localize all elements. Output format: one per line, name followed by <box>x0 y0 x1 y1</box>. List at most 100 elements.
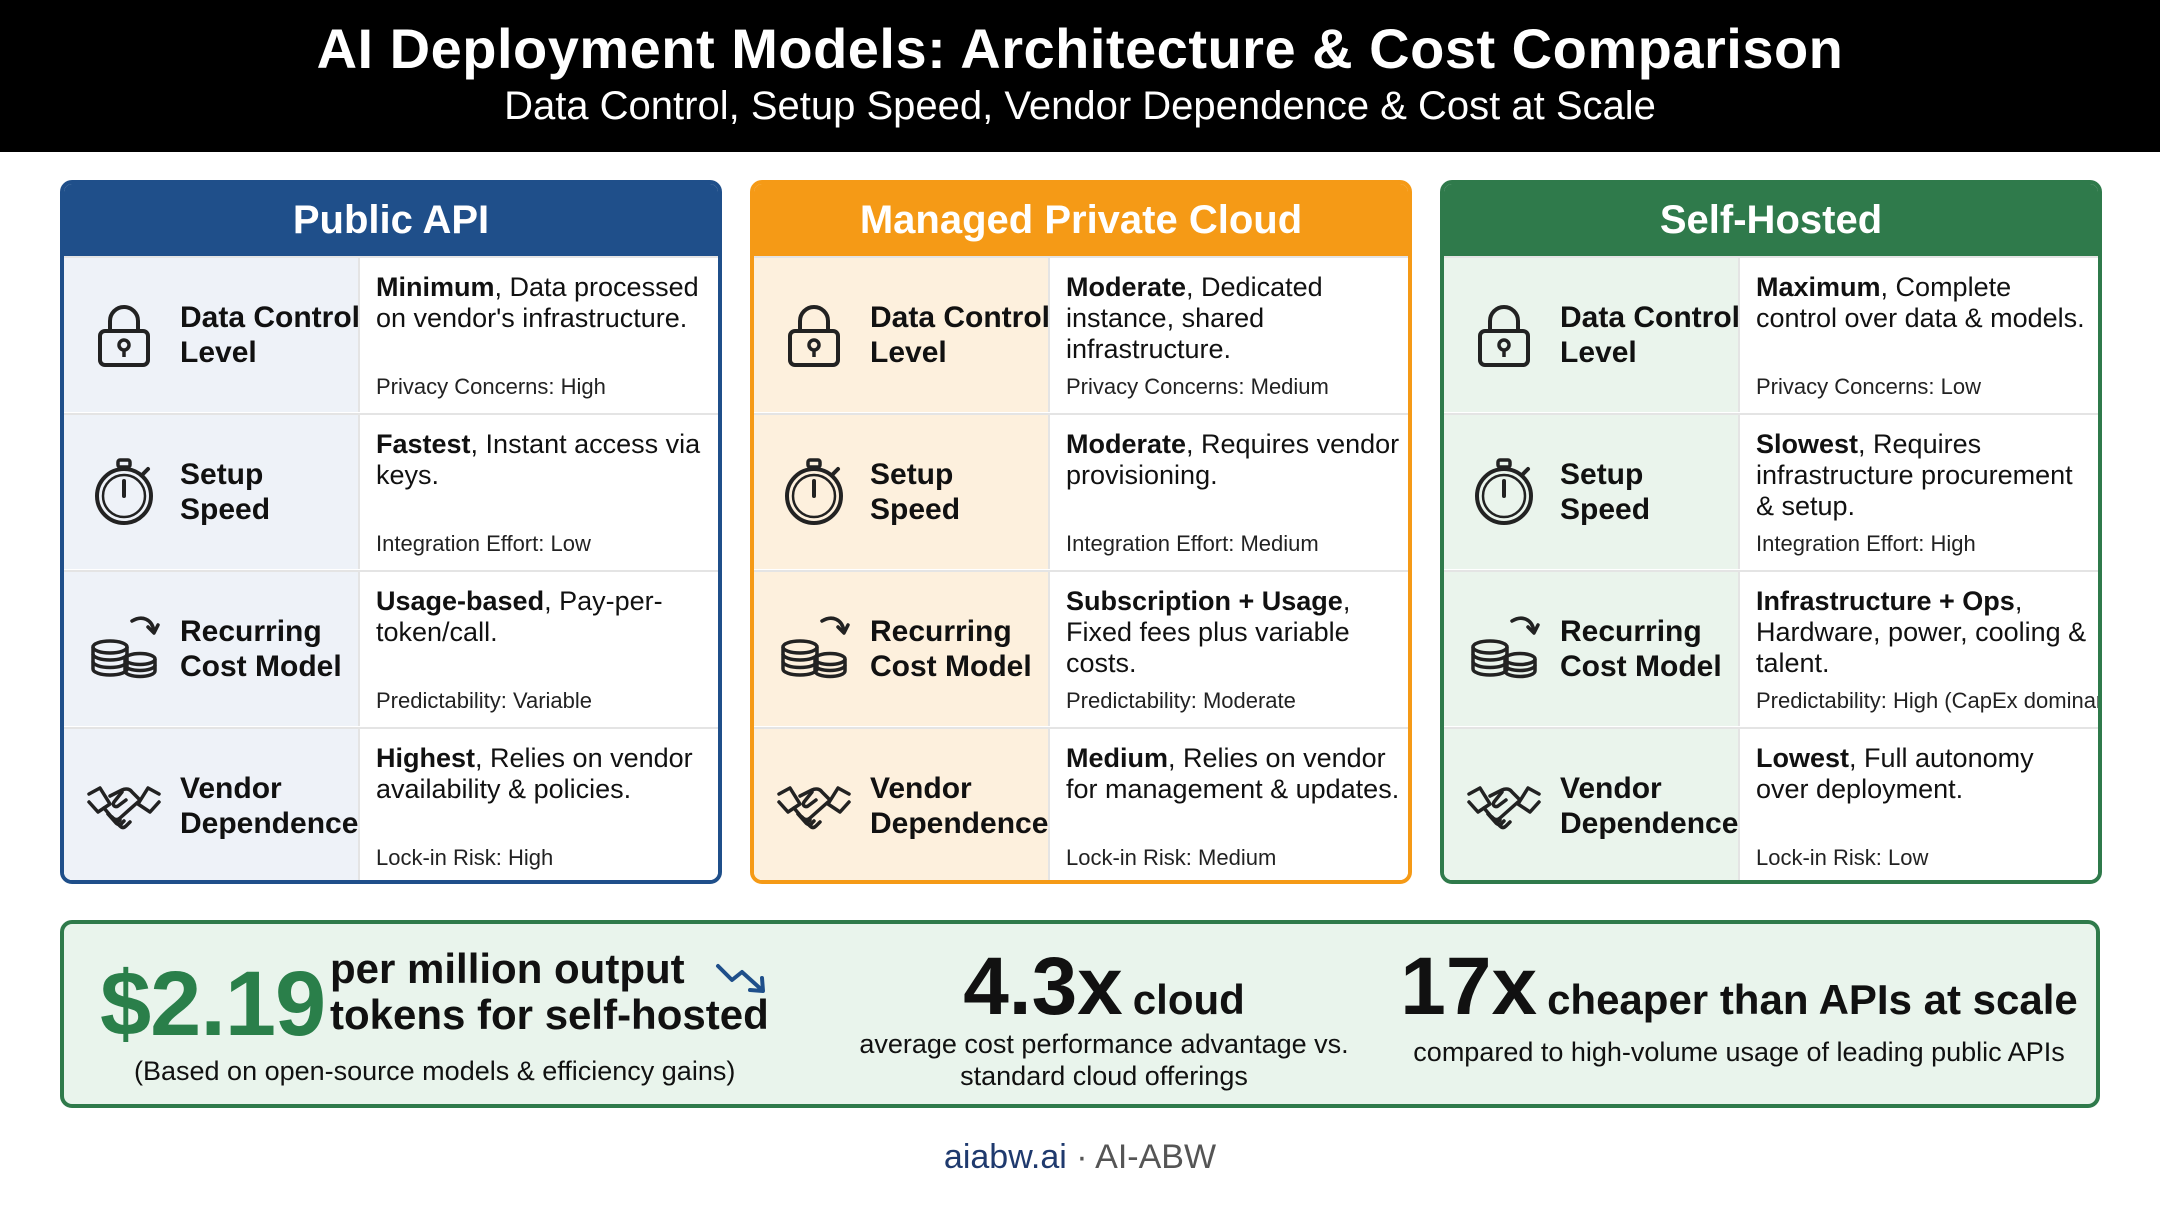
row-lead: Infrastructure + Ops <box>1756 586 2015 616</box>
row-description: Maximum, Complete control over data & mo… <box>1756 272 2090 334</box>
row-content: Usage-based, Pay-per-token/call. Predicta… <box>376 586 710 716</box>
comparison-row: Setup Speed Slowest, Requires infrastruct… <box>1444 413 2098 569</box>
row-description: Minimum, Data processed on vendor's infr… <box>376 272 710 334</box>
stat-value: 4.3x <box>963 941 1123 1032</box>
row-desc-text: , Complete control over data & models. <box>1756 272 2085 333</box>
page-subtitle: Data Control, Setup Speed, Vendor Depend… <box>504 84 1656 128</box>
row-meta: Privacy Concerns: Medium <box>1066 374 1329 399</box>
row-meta: Integration Effort: High <box>1756 531 1976 556</box>
row-lead: Minimum <box>376 272 495 302</box>
row-content: Fastest, Instant access via keys. Integra… <box>376 429 710 559</box>
row-header: Recurring Cost Model <box>1444 572 1740 726</box>
column-managed-private-cloud: Managed Private Cloud Data Control Level… <box>750 180 1412 884</box>
row-header: Vendor Dependence <box>1444 729 1740 880</box>
coins-icon <box>776 611 852 687</box>
row-meta: Privacy Concerns: High <box>376 374 606 399</box>
row-label: Data Control Level <box>180 301 360 369</box>
column-public-api: Public API Data Control Level Minimum, Da… <box>60 180 722 884</box>
stat-self-hosted-price: $2.19 per million output tokens for self… <box>94 924 814 1104</box>
comparison-row: Data Control Level Minimum, Data processe… <box>64 256 718 412</box>
row-meta: Integration Effort: Low <box>376 531 591 556</box>
row-meta: Predictability: Moderate <box>1066 688 1296 713</box>
column-title: Managed Private Cloud <box>754 184 1408 256</box>
row-description: Medium, Relies on vendor for management … <box>1066 743 1400 805</box>
row-content: Subscription + Usage, Fixed fees plus va… <box>1066 586 1400 716</box>
row-desc-text: , Hardware, power, cooling & talent. <box>1756 586 2087 678</box>
row-content: Medium, Relies on vendor for management … <box>1066 743 1400 873</box>
row-desc-text: , Instant access via keys. <box>376 429 701 490</box>
row-header: Vendor Dependence <box>754 729 1050 880</box>
row-header: Data Control Level <box>64 258 360 412</box>
footer-brand: AI-ABW <box>1095 1138 1217 1176</box>
row-lead: Maximum <box>1756 272 1881 302</box>
row-header: Data Control Level <box>754 258 1050 412</box>
row-lead: Moderate <box>1066 429 1187 459</box>
row-label: Recurring Cost Model <box>870 615 1032 683</box>
comparison-row: Data Control Level Maximum, Complete cont… <box>1444 256 2098 412</box>
stopwatch-icon <box>86 454 162 530</box>
lock-icon <box>1466 297 1542 373</box>
row-lead: Slowest <box>1756 429 1859 459</box>
row-lead: Highest <box>376 743 476 773</box>
row-lead: Lowest <box>1756 743 1850 773</box>
row-meta: Predictability: High (CapEx dominant) <box>1756 688 2102 713</box>
row-label: Recurring Cost Model <box>180 615 342 683</box>
column-self-hosted: Self-Hosted Data Control Level Maximum, C… <box>1440 180 2102 884</box>
row-header: Recurring Cost Model <box>754 572 1050 726</box>
stat-note: average cost performance advantage vs. s… <box>859 1029 1349 1091</box>
row-description: Highest, Relies on vendor availability &… <box>376 743 710 805</box>
row-meta: Lock-in Risk: Medium <box>1066 845 1277 870</box>
row-header: Setup Speed <box>1444 415 1740 569</box>
row-desc-text: , Full autonomy over deployment. <box>1756 743 2034 804</box>
row-content: Lowest, Full autonomy over deployment. Lo… <box>1756 743 2090 873</box>
row-desc-text: , Relies on vendor availability & polici… <box>376 743 693 804</box>
header-banner: AI Deployment Models: Architecture & Cos… <box>0 0 2160 152</box>
stat-api-savings: 17x cheaper than APIs at scale compared t… <box>1394 924 2084 1104</box>
row-desc-text: , Pay-per-token/call. <box>376 586 663 647</box>
comparison-row: Recurring Cost Model Usage-based, Pay-per… <box>64 570 718 726</box>
row-description: Subscription + Usage, Fixed fees plus va… <box>1066 586 1400 679</box>
row-desc-text: , Fixed fees plus variable costs. <box>1066 586 1351 678</box>
row-label: Vendor Dependence <box>870 772 1049 840</box>
row-content: Minimum, Data processed on vendor's infr… <box>376 272 710 402</box>
row-content: Maximum, Complete control over data & mo… <box>1756 272 2090 402</box>
comparison-row: Vendor Dependence Lowest, Full autonomy o… <box>1444 727 2098 880</box>
row-desc-text: , Data processed on vendor's infrastruct… <box>376 272 699 333</box>
trend-down-icon <box>714 958 774 998</box>
row-label: Setup Speed <box>870 458 961 526</box>
row-meta: Lock-in Risk: High <box>376 845 554 870</box>
lock-icon <box>776 297 852 373</box>
row-label: Setup Speed <box>1560 458 1651 526</box>
handshake-icon <box>1466 768 1542 844</box>
row-desc-text: , Relies on vendor for management & upda… <box>1066 743 1400 804</box>
row-label: Data Control Level <box>1560 301 1740 369</box>
row-label: Vendor Dependence <box>180 772 359 840</box>
row-label: Recurring Cost Model <box>1560 615 1722 683</box>
handshake-icon <box>86 768 162 844</box>
row-header: Recurring Cost Model <box>64 572 360 726</box>
row-content: Infrastructure + Ops, Hardware, power, c… <box>1756 586 2098 716</box>
stat-cloud-advantage: 4.3x cloud average cost performance advan… <box>824 924 1384 1104</box>
row-desc-text: , Dedicated instance, shared infrastruct… <box>1066 272 1323 364</box>
row-description: Moderate, Requires vendor provisioning. <box>1066 429 1400 491</box>
footer-separator: · <box>1076 1138 1088 1176</box>
row-label: Vendor Dependence <box>1560 772 1739 840</box>
comparison-row: Recurring Cost Model Infrastructure + Ops… <box>1444 570 2098 726</box>
stat-note: (Based on open-source models & efficienc… <box>134 1056 736 1086</box>
row-lead: Subscription + Usage <box>1066 586 1343 616</box>
row-header: Data Control Level <box>1444 258 1740 412</box>
row-description: Usage-based, Pay-per-token/call. <box>376 586 710 648</box>
footer-domain[interactable]: aiabw.ai <box>943 1138 1067 1176</box>
row-lead: Usage-based <box>376 586 545 616</box>
column-title: Public API <box>64 184 718 256</box>
comparison-row: Data Control Level Moderate, Dedicated in… <box>754 256 1408 412</box>
row-desc-text: , Requires vendor provisioning. <box>1066 429 1400 490</box>
row-content: Slowest, Requires infrastructure procure… <box>1756 429 2090 559</box>
comparison-row: Recurring Cost Model Subscription + Usage… <box>754 570 1408 726</box>
stopwatch-icon <box>1466 454 1542 530</box>
comparison-row: Setup Speed Moderate, Requires vendor pro… <box>754 413 1408 569</box>
comparison-row: Vendor Dependence Highest, Relies on vend… <box>64 727 718 880</box>
column-title: Self-Hosted <box>1444 184 2098 256</box>
row-description: Lowest, Full autonomy over deployment. <box>1756 743 2090 805</box>
row-content: Moderate, Dedicated instance, shared inf… <box>1066 272 1400 402</box>
